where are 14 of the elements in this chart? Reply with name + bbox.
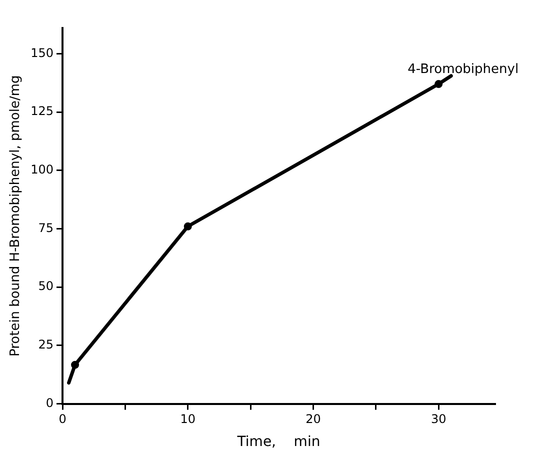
y-tick-label: 75 xyxy=(38,220,54,235)
x-tick-label: 20 xyxy=(306,412,321,426)
y-tick-label: 125 xyxy=(30,104,54,118)
y-tick-label: 25 xyxy=(38,338,54,352)
x-tick-label: 0 xyxy=(58,412,66,426)
y-tick-label: 50 xyxy=(38,279,54,294)
x-tick-label: 30 xyxy=(430,412,446,426)
y-tick-label: 150 xyxy=(30,46,54,60)
y-axis-title: Protein bound H-Bromobiphenyl, pmole/mg xyxy=(8,75,24,357)
series-label: 4-Bromobiphenyl xyxy=(408,62,519,77)
x-tick-label: 10 xyxy=(180,412,196,426)
y-tick-label: 0 xyxy=(46,396,54,410)
x-axis-title: Time, min xyxy=(236,434,320,450)
y-tick-label: 100 xyxy=(30,162,54,177)
